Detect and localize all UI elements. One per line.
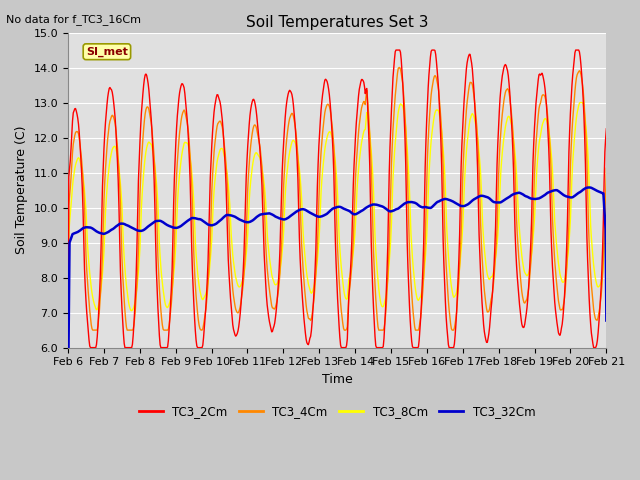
Title: Soil Temperatures Set 3: Soil Temperatures Set 3 <box>246 15 428 30</box>
Legend: TC3_2Cm, TC3_4Cm, TC3_8Cm, TC3_32Cm: TC3_2Cm, TC3_4Cm, TC3_8Cm, TC3_32Cm <box>134 401 540 423</box>
X-axis label: Time: Time <box>322 373 353 386</box>
Text: No data for f_TC3_16Cm: No data for f_TC3_16Cm <box>6 14 141 25</box>
Y-axis label: Soil Temperature (C): Soil Temperature (C) <box>15 126 28 254</box>
Text: SI_met: SI_met <box>86 47 128 57</box>
